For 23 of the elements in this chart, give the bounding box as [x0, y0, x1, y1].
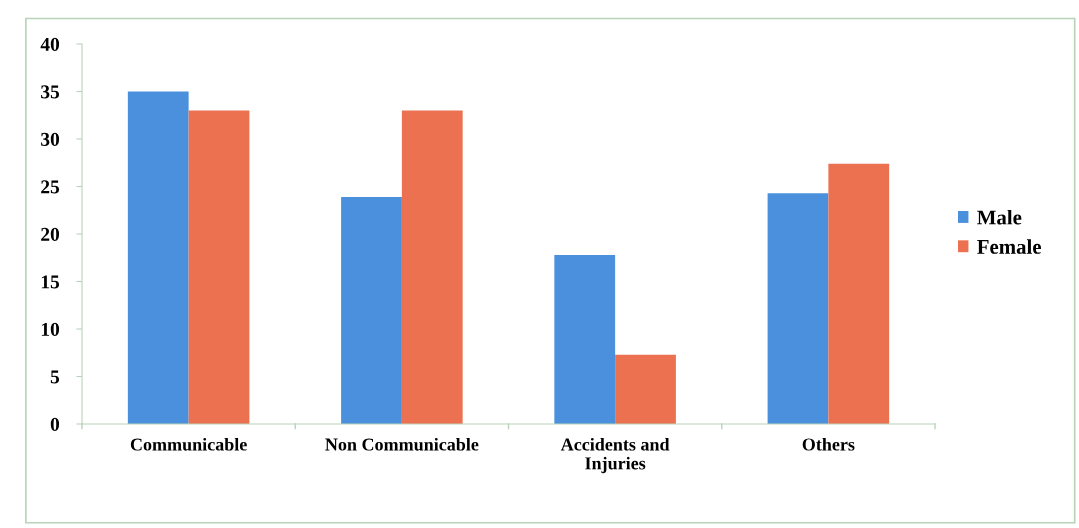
bar — [554, 254, 616, 424]
bar — [615, 354, 676, 424]
y-tick-label: 35 — [41, 85, 60, 99]
bar — [341, 196, 402, 424]
bar — [188, 110, 250, 424]
legend-label: Female — [977, 239, 1041, 254]
bar — [767, 193, 829, 424]
y-tick-label: 20 — [41, 227, 60, 241]
legend-label: Male — [977, 209, 1022, 225]
y-tick-label: 15 — [41, 275, 60, 289]
bar — [127, 91, 189, 424]
y-tick-label: 0 — [50, 417, 60, 431]
x-tick-label: Non Communicable — [325, 437, 479, 451]
y-tick-label: 40 — [40, 37, 60, 51]
x-tick-label: Communicable — [130, 437, 247, 451]
bar — [828, 163, 890, 424]
y-tick-label: 30 — [41, 132, 60, 146]
bar — [401, 110, 463, 424]
y-tick-label: 10 — [41, 322, 60, 336]
x-tick-label: Accidents and Injuries — [560, 437, 670, 474]
x-tick-label: Others — [802, 437, 855, 451]
y-tick-label: 25 — [41, 180, 60, 194]
y-tick-label: 5 — [50, 370, 60, 384]
